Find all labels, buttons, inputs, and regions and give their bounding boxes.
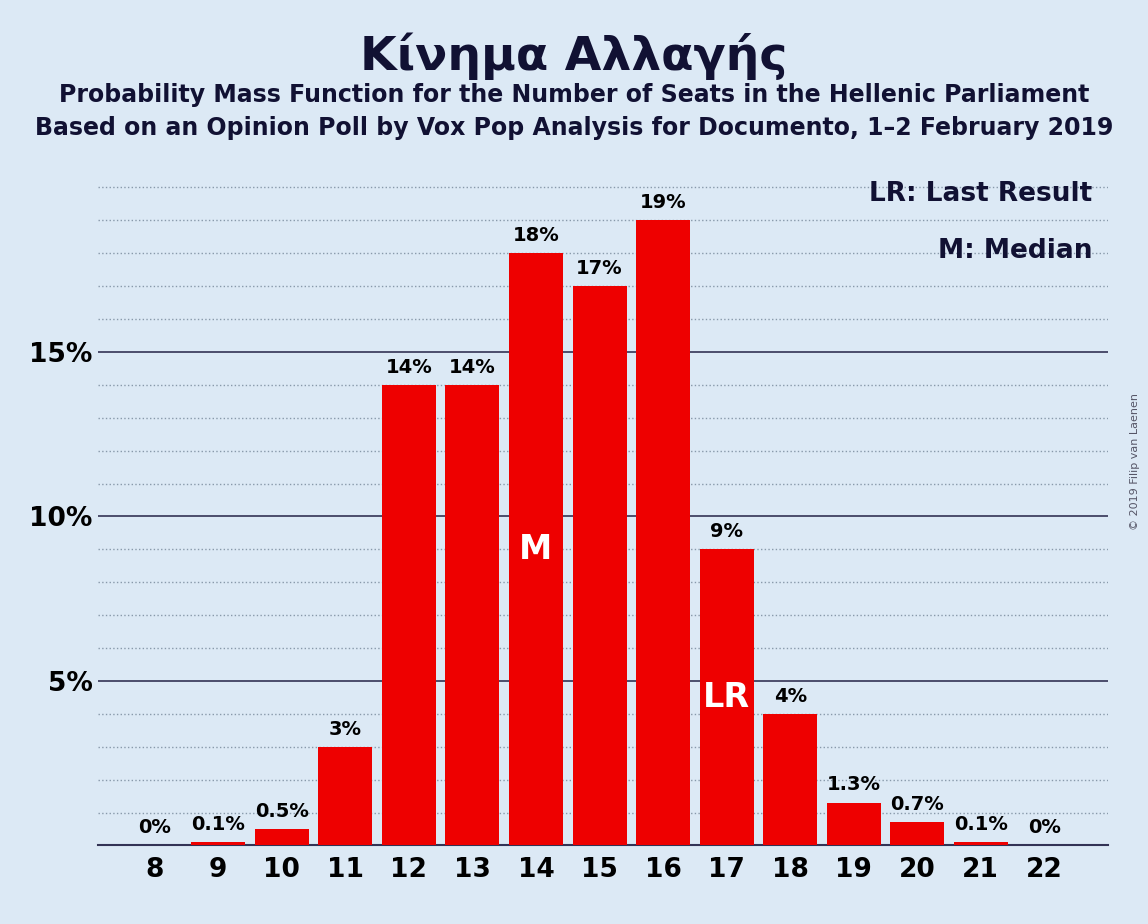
Bar: [445, 384, 499, 845]
Text: LR: LR: [703, 681, 750, 714]
Text: 0%: 0%: [138, 819, 171, 837]
Text: 0%: 0%: [1027, 819, 1061, 837]
Text: M: Median: M: Median: [938, 238, 1093, 264]
Text: 0.7%: 0.7%: [891, 796, 944, 814]
Text: 0.1%: 0.1%: [954, 815, 1008, 834]
Text: 17%: 17%: [576, 259, 623, 278]
Text: 19%: 19%: [639, 193, 687, 213]
Text: 0.5%: 0.5%: [255, 802, 309, 821]
Bar: [699, 550, 753, 845]
Bar: [636, 220, 690, 845]
Text: Κίνημα Αλλαγής: Κίνημα Αλλαγής: [360, 32, 788, 79]
Text: 18%: 18%: [513, 226, 559, 245]
Bar: [318, 747, 372, 845]
Bar: [509, 253, 563, 845]
Text: Based on an Opinion Poll by Vox Pop Analysis for Documento, 1–2 February 2019: Based on an Opinion Poll by Vox Pop Anal…: [34, 116, 1114, 140]
Bar: [954, 842, 1008, 845]
Text: © 2019 Filip van Laenen: © 2019 Filip van Laenen: [1130, 394, 1140, 530]
Bar: [192, 842, 246, 845]
Text: M: M: [519, 533, 552, 565]
Bar: [827, 803, 881, 845]
Text: 9%: 9%: [711, 522, 743, 541]
Bar: [573, 286, 627, 845]
Text: 14%: 14%: [449, 358, 496, 377]
Text: 0.1%: 0.1%: [192, 815, 246, 834]
Bar: [763, 714, 817, 845]
Text: 14%: 14%: [386, 358, 433, 377]
Bar: [255, 829, 309, 845]
Text: Probability Mass Function for the Number of Seats in the Hellenic Parliament: Probability Mass Function for the Number…: [59, 83, 1089, 107]
Text: LR: Last Result: LR: Last Result: [869, 181, 1093, 207]
Bar: [382, 384, 436, 845]
Text: 1.3%: 1.3%: [827, 775, 881, 795]
Text: 3%: 3%: [328, 720, 362, 738]
Text: 4%: 4%: [774, 687, 807, 706]
Bar: [890, 822, 944, 845]
